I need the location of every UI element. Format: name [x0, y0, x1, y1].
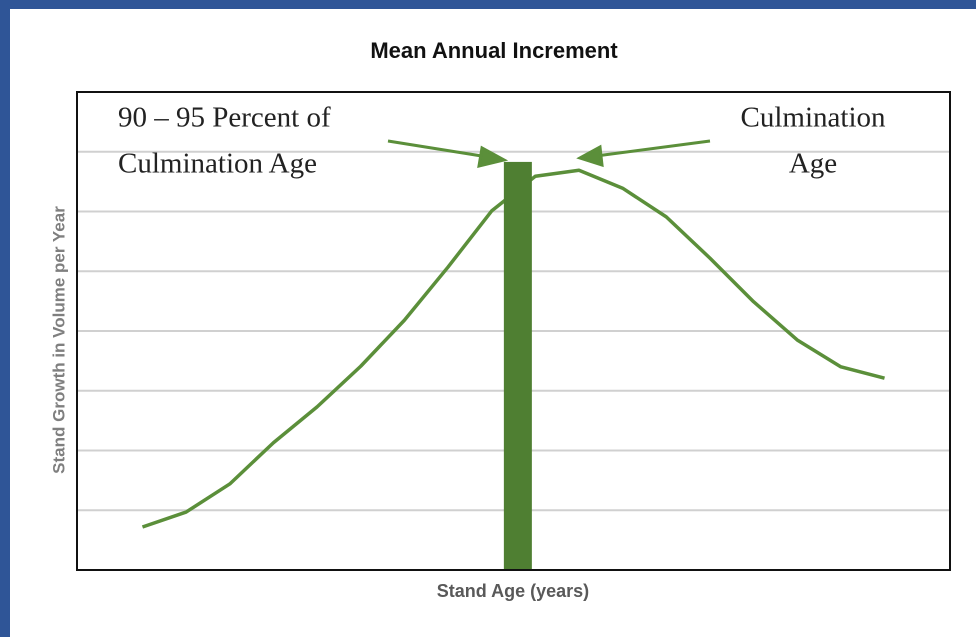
annotation-line: Culmination	[741, 102, 887, 134]
arrow-shaft	[387, 139, 489, 159]
marker-bar	[503, 161, 532, 570]
arrow-head	[576, 144, 604, 168]
arrow-shaft	[595, 139, 711, 158]
panel	[10, 9, 976, 637]
arrows	[387, 139, 711, 168]
annotation-line: 90 – 95 Percent of	[118, 102, 331, 134]
chart-title: Mean Annual Increment	[370, 38, 618, 63]
y-axis-label: Stand Growth in Volume per Year	[49, 206, 68, 474]
arrow-head	[477, 145, 509, 168]
x-axis-label: Stand Age (years)	[437, 581, 589, 601]
annotation-line: Age	[789, 148, 837, 180]
annotation-line: Culmination Age	[118, 148, 317, 180]
frame-left	[0, 0, 10, 637]
plot-border	[76, 91, 951, 571]
marks	[141, 161, 885, 570]
frame-top	[0, 0, 976, 9]
